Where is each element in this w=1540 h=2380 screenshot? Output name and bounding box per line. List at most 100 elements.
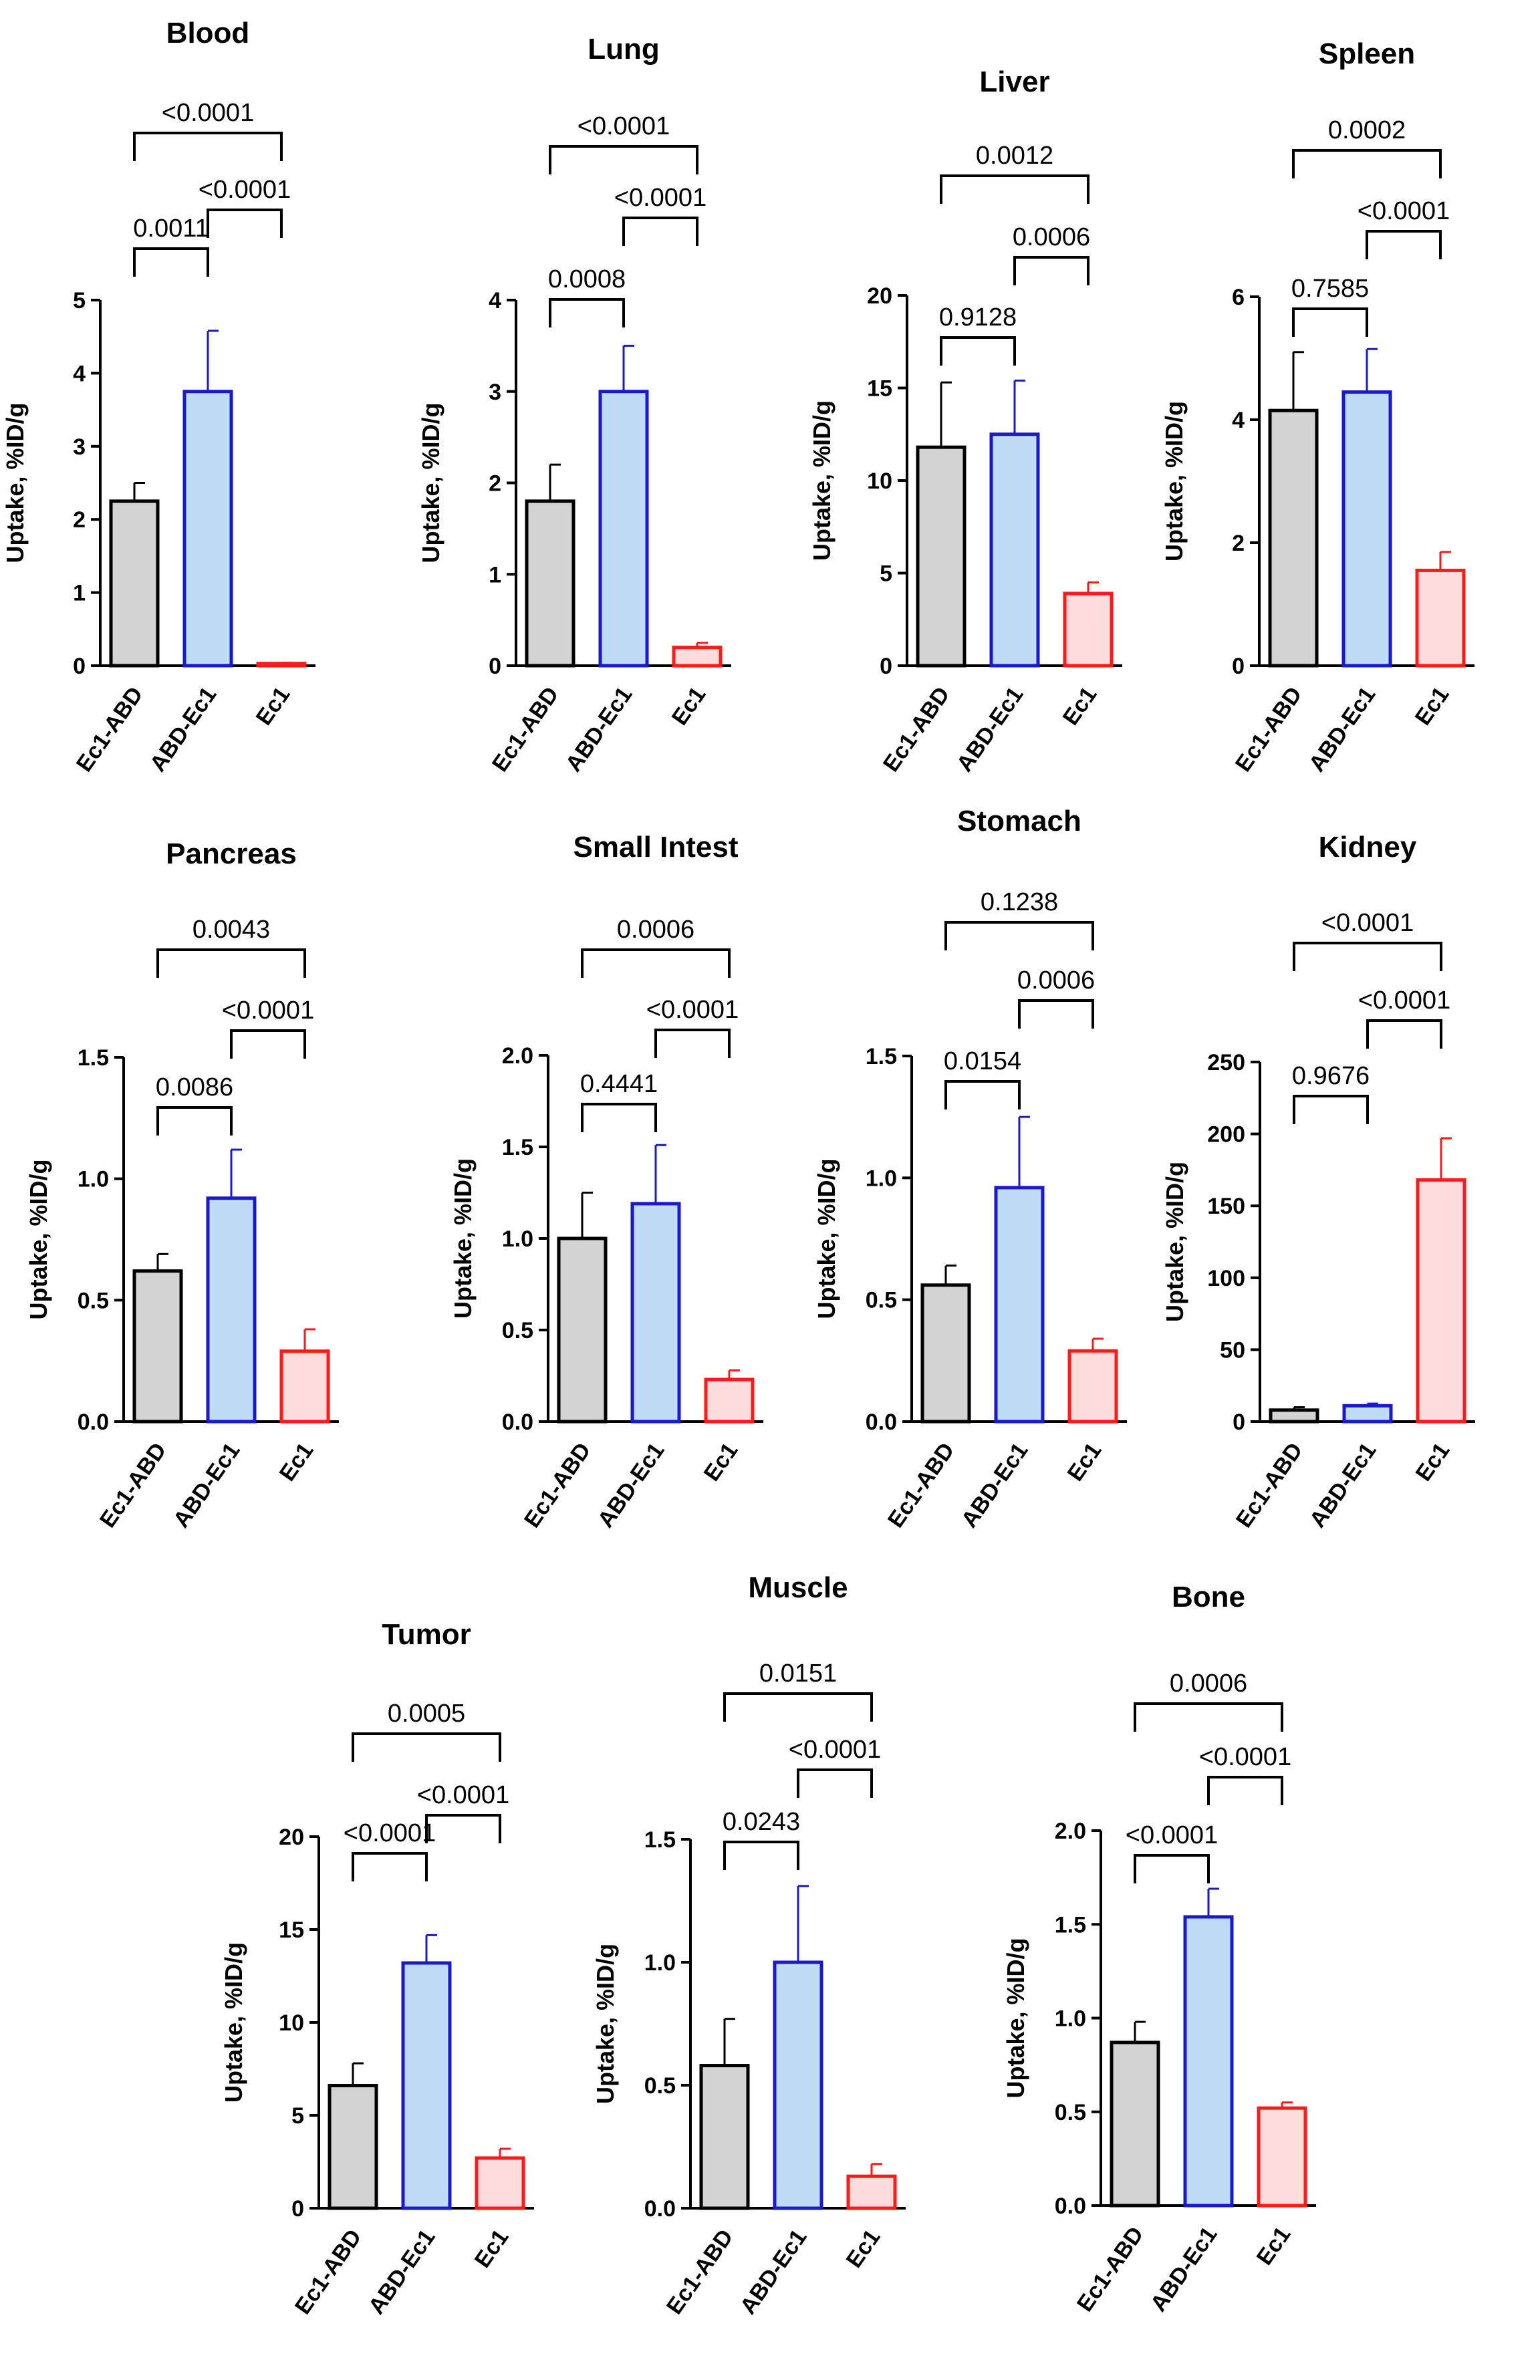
bar-abd-ec1 (401, 1961, 452, 2210)
y-tick-label: 2.0 (1055, 1819, 1086, 1844)
chart-title: Small Intest (573, 831, 739, 864)
bar-ec1 (279, 1349, 330, 1424)
x-tick-label: Ec1 (251, 682, 295, 730)
p-value-label: 0.0043 (192, 916, 270, 944)
significance-bracket (622, 217, 698, 246)
x-tick-label: ABD-Ec1 (1305, 1438, 1382, 1533)
x-tick-label: Ec1-ABD (519, 1438, 596, 1533)
p-value-label: <0.0001 (614, 184, 707, 212)
bar-ec1-abd (109, 499, 160, 668)
p-value-label: <0.0001 (1321, 909, 1414, 937)
y-tick-label: 0.5 (644, 2073, 676, 2099)
y-tick-label: 0 (1233, 1410, 1245, 1435)
bar-ec1 (704, 1377, 755, 1424)
y-tick-label: 1.0 (502, 1226, 533, 1252)
bar-ec1-abd (557, 1236, 608, 1424)
y-tick-label: 1.0 (866, 1166, 897, 1191)
x-tick-label: ABD-Ec1 (168, 1438, 245, 1533)
p-value-label: 0.4441 (580, 1070, 658, 1098)
y-tick-label: 15 (867, 376, 892, 402)
x-tick-label: Ec1 (1410, 682, 1454, 730)
bar-ec1-abd (699, 2064, 750, 2210)
bar-ec1-abd (525, 499, 575, 668)
y-tick-label: 20 (279, 1825, 304, 1850)
p-value-label: 0.0006 (617, 916, 694, 944)
bar-ec1-abd (1110, 2040, 1160, 2208)
y-tick-label: 5 (73, 288, 86, 313)
x-tick-label: Ec1 (470, 2225, 514, 2272)
bar-abd-ec1 (206, 1196, 257, 1424)
significance-bracket (230, 1029, 306, 1059)
x-tick-label: Ec1-ABD (662, 2225, 739, 2319)
significance-bracket (581, 1103, 657, 1132)
y-axis-label: Uptake, %ID/g (1, 402, 29, 563)
bar-abd-ec1 (994, 1186, 1045, 1424)
chart-panel-liver: Liver Uptake, %ID/g 0 5 10 15 20 Ec1-ABDABD-Ec1… (808, 65, 1122, 777)
x-tick-label: Ec1 (1058, 682, 1102, 730)
y-tick-label: 1.0 (78, 1167, 109, 1192)
p-value-label: 0.0243 (723, 1808, 800, 1836)
bar-ec1 (846, 2174, 897, 2210)
significance-bracket (156, 948, 306, 978)
bar-ec1-abd (920, 1283, 971, 1424)
significance-bracket (797, 1768, 873, 1798)
chart-title: Lung (588, 33, 660, 65)
y-tick-label: 0.0 (1055, 2194, 1086, 2219)
y-tick-label: 5 (291, 2103, 304, 2129)
y-tick-label: 0 (1232, 654, 1245, 679)
y-tick-label: 200 (1207, 1122, 1245, 1148)
y-tick-label: 0.5 (866, 1288, 897, 1313)
x-tick-label: Ec1 (1063, 1438, 1107, 1486)
significance-bracket (723, 1692, 873, 1722)
x-tick-label: ABD-Ec1 (952, 682, 1029, 777)
bar-abd-ec1 (630, 1202, 681, 1424)
chart-title: Tumor (382, 1618, 471, 1651)
significance-bracket (1293, 942, 1442, 971)
y-tick-label: 10 (279, 2010, 304, 2036)
bar-ec1-abd (1268, 408, 1319, 668)
y-tick-label: 50 (1220, 1337, 1245, 1363)
bar-ec1 (1063, 591, 1114, 668)
bar-abd-ec1 (989, 432, 1040, 668)
significance-bracket (940, 336, 1016, 366)
chart-panel-pancreas: Pancreas Uptake, %ID/g 0.0 0.5 1.0 1.5 Ec1-ABD… (25, 837, 339, 1533)
chart-title: Stomach (957, 805, 1081, 837)
y-tick-label: 0 (880, 654, 892, 679)
p-value-label: <0.0001 (162, 99, 254, 127)
y-tick-label: 2 (489, 471, 501, 497)
y-tick-label: 0.0 (644, 2196, 676, 2222)
p-value-label: <0.0001 (1358, 197, 1450, 225)
bar-abd-ec1 (1342, 1404, 1393, 1424)
y-axis-label: Uptake, %ID/g (1002, 1938, 1029, 2098)
y-tick-label: 1.0 (1055, 2006, 1086, 2032)
significance-bracket (133, 132, 283, 161)
y-tick-label: 10 (867, 469, 892, 494)
x-tick-label: ABD-Ec1 (1304, 682, 1381, 777)
bar-ec1-abd (1269, 1408, 1319, 1424)
p-value-label: 0.0086 (156, 1073, 233, 1101)
y-tick-label: 0 (73, 654, 86, 679)
p-value-label: 0.0006 (1170, 1670, 1247, 1698)
x-tick-label: ABD-Ec1 (145, 682, 222, 777)
significance-bracket (1018, 999, 1094, 1029)
p-value-label: 0.0002 (1328, 116, 1406, 144)
y-tick-label: 1.5 (644, 1827, 676, 1853)
y-tick-label: 2 (73, 507, 86, 533)
x-tick-label: ABD-Ec1 (593, 1438, 670, 1533)
y-tick-label: 20 (867, 283, 892, 309)
y-tick-label: 150 (1207, 1194, 1245, 1219)
y-tick-label: 0.0 (866, 1410, 897, 1435)
significance-bracket (944, 921, 1094, 950)
p-value-label: <0.0001 (1358, 986, 1450, 1015)
p-value-label: 0.0012 (976, 142, 1053, 170)
y-tick-label: 4 (73, 361, 86, 386)
x-tick-label: Ec1 (667, 682, 711, 730)
significance-bracket (723, 1841, 799, 1870)
bar-ec1 (1067, 1349, 1118, 1424)
x-tick-label: Ec1 (275, 1438, 319, 1486)
y-tick-label: 5 (880, 561, 892, 587)
significance-bracket (549, 298, 625, 327)
y-axis-label: Uptake, %ID/g (417, 402, 444, 563)
